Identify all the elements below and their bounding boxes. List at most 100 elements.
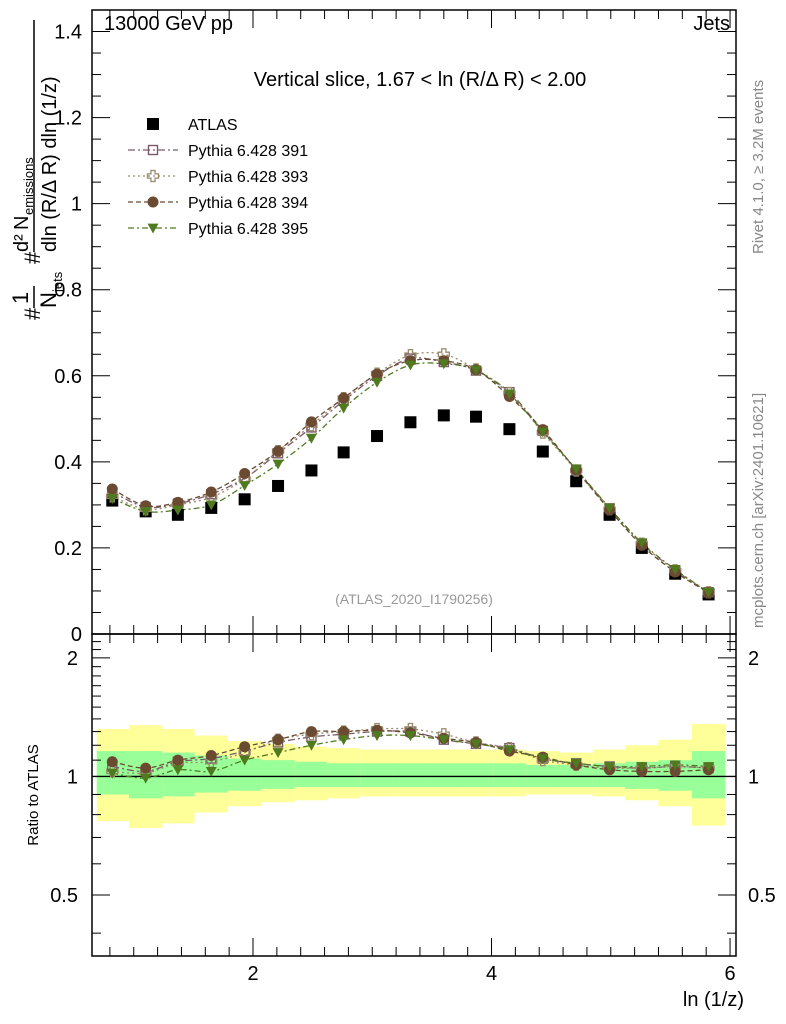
ratio-point-pythia-6-428-395: [106, 768, 118, 779]
ratio-point-pythia-6-428-394: [172, 754, 184, 766]
series-line-pythia-6-428-394: [111, 358, 709, 594]
legend-label-atlas: ATLAS: [188, 117, 238, 134]
ratio-band-inner: [360, 763, 394, 788]
legend-marker-pythia-6-428-393: [146, 169, 160, 183]
legend-marker-pythia-6-428-395: [147, 223, 159, 234]
point-pythia-6-428-395: [205, 500, 217, 511]
main-ytick-label: 0.4: [54, 452, 82, 474]
point-pythia-6-428-395: [272, 459, 284, 470]
header-left: 13000 GeV pp: [104, 13, 233, 35]
point-pythia-6-428-395: [669, 565, 681, 575]
ratio-ytick-label-left: 2: [67, 648, 78, 670]
main-yticks: 0 0.2 0.4 0.6 0.8 1 1.2 1.4: [54, 9, 736, 646]
main-ytick-label: 0: [71, 624, 82, 646]
ratio-point-pythia-6-428-394: [239, 741, 251, 753]
point-pythia-6-428-394: [205, 486, 217, 498]
point-atlas: [238, 493, 251, 506]
ratio-band-inner: [393, 763, 428, 788]
x-tick-label: 6: [724, 963, 735, 985]
ratio-point-pythia-6-428-395: [338, 735, 350, 746]
ratio-panel: 0.5 0.5 1 1 2 2 2 4 6 Ratio to ATLAS: [25, 633, 776, 985]
legend-marker-atlas: [147, 118, 159, 130]
main-ylabel: # 1 N jets # d² N emissions dln (R/Δ R) …: [8, 20, 65, 320]
ylabel-jets-sub: jets: [50, 271, 65, 293]
ratio-bands: [96, 723, 726, 828]
ratio-ytick-label-right: 2: [748, 648, 759, 670]
ratio-ytick-label-right: 1: [748, 766, 759, 788]
ylabel-hash-1: #: [20, 307, 45, 320]
ratio-point-pythia-6-428-395: [205, 766, 217, 777]
ratio-xticks: 2 4 6: [109, 634, 736, 985]
point-pythia-6-428-395: [106, 494, 118, 504]
point-pythia-6-428-394: [172, 496, 184, 508]
header-right: Jets: [693, 13, 730, 35]
ylabel-d-squared: d²: [11, 234, 33, 252]
ratio-point-pythia-6-428-395: [371, 731, 383, 742]
ylabel-n-jets: N: [36, 292, 61, 308]
legend: ATLAS Pythia 6.428 391 Pythia 6.428 393 Pyt…: [128, 117, 308, 238]
ratio-point-pythia-6-428-394: [305, 726, 317, 738]
point-pythia-6-428-395: [503, 389, 515, 400]
point-pythia-6-428-395: [338, 403, 350, 414]
point-pythia-6-428-395: [470, 365, 482, 376]
x-axis-label: ln (1/z): [683, 989, 744, 1011]
ratio-point-pythia-6-428-395: [305, 740, 317, 751]
point-pythia-6-428-395: [305, 433, 317, 444]
ratio-ytick-label-left: 1: [67, 766, 78, 788]
ylabel-hash-2: #: [20, 251, 45, 264]
main-ytick-label: 1.4: [54, 22, 82, 44]
point-pythia-6-428-394: [239, 467, 251, 479]
ratio-ytick-label-left: 0.5: [50, 885, 78, 907]
ratio-ytick-label-right: 0.5: [748, 885, 776, 907]
chart-title: Vertical slice, 1.67 < ln (R/Δ R) < 2.00: [254, 69, 586, 91]
main-ytick-label: 0.2: [54, 538, 82, 560]
x-tick-label: 2: [247, 963, 258, 985]
legend-label-pythia-6-428-393: Pythia 6.428 393: [188, 169, 308, 186]
ratio-point-pythia-6-428-394: [669, 765, 681, 777]
ratio-point-pythia-6-428-395: [404, 731, 416, 742]
ratio-band-inner: [261, 760, 295, 789]
ylabel-emissions-sub: emissions: [21, 157, 36, 215]
point-atlas: [305, 464, 318, 477]
point-pythia-6-428-395: [172, 505, 184, 516]
point-pythia-6-428-394: [272, 445, 284, 457]
point-pythia-6-428-395: [703, 587, 715, 598]
ylabel-n-emissions: N: [11, 216, 33, 230]
point-pythia-6-428-395: [537, 427, 549, 438]
ratio-point-pythia-6-428-394: [140, 762, 152, 774]
main-ytick-label: 0.6: [54, 366, 82, 388]
point-pythia-6-428-395: [636, 538, 648, 549]
ratio-point-pythia-6-428-395: [636, 762, 648, 772]
ratio-point-pythia-6-428-394: [205, 750, 217, 762]
main-ytick-label: 1: [71, 194, 82, 216]
x-tick-label: 4: [486, 963, 497, 985]
series-line-pythia-6-428-391: [112, 357, 709, 593]
point-pythia-6-428-395: [604, 503, 616, 514]
point-atlas: [437, 409, 450, 422]
point-pythia-6-428-395: [570, 464, 582, 475]
main-ytick-label: 1.2: [54, 108, 82, 130]
ratio-band-inner: [294, 761, 327, 788]
ratio-point-pythia-6-428-395: [703, 762, 715, 772]
main-marks: [106, 348, 715, 601]
point-atlas: [272, 479, 285, 492]
legend-label-pythia-6-428-395: Pythia 6.428 395: [188, 221, 308, 238]
ratio-marks: [92, 722, 736, 784]
ratio-band-inner: [427, 763, 461, 788]
ratio-ylabel: Ratio to ATLAS: [25, 744, 42, 845]
ratio-band-inner: [460, 763, 493, 788]
series-line-pythia-6-428-395: [112, 362, 709, 593]
point-pythia-6-428-395: [140, 506, 152, 517]
ratio-yticks: 0.5 0.5 1 1 2 2: [50, 641, 776, 934]
point-pythia-6-428-395: [371, 377, 383, 388]
ratio-frame: [91, 633, 737, 957]
point-atlas: [570, 475, 583, 488]
ratio-point-pythia-6-428-394: [106, 756, 118, 768]
ratio-point-pythia-6-428-395: [172, 765, 184, 776]
point-atlas: [337, 446, 350, 459]
ratio-line-pythia-6-428-393: [112, 727, 709, 775]
ratio-point-pythia-6-428-395: [669, 760, 681, 771]
ylabel-one: 1: [8, 292, 33, 304]
series-line-pythia-6-428-393: [112, 351, 709, 593]
